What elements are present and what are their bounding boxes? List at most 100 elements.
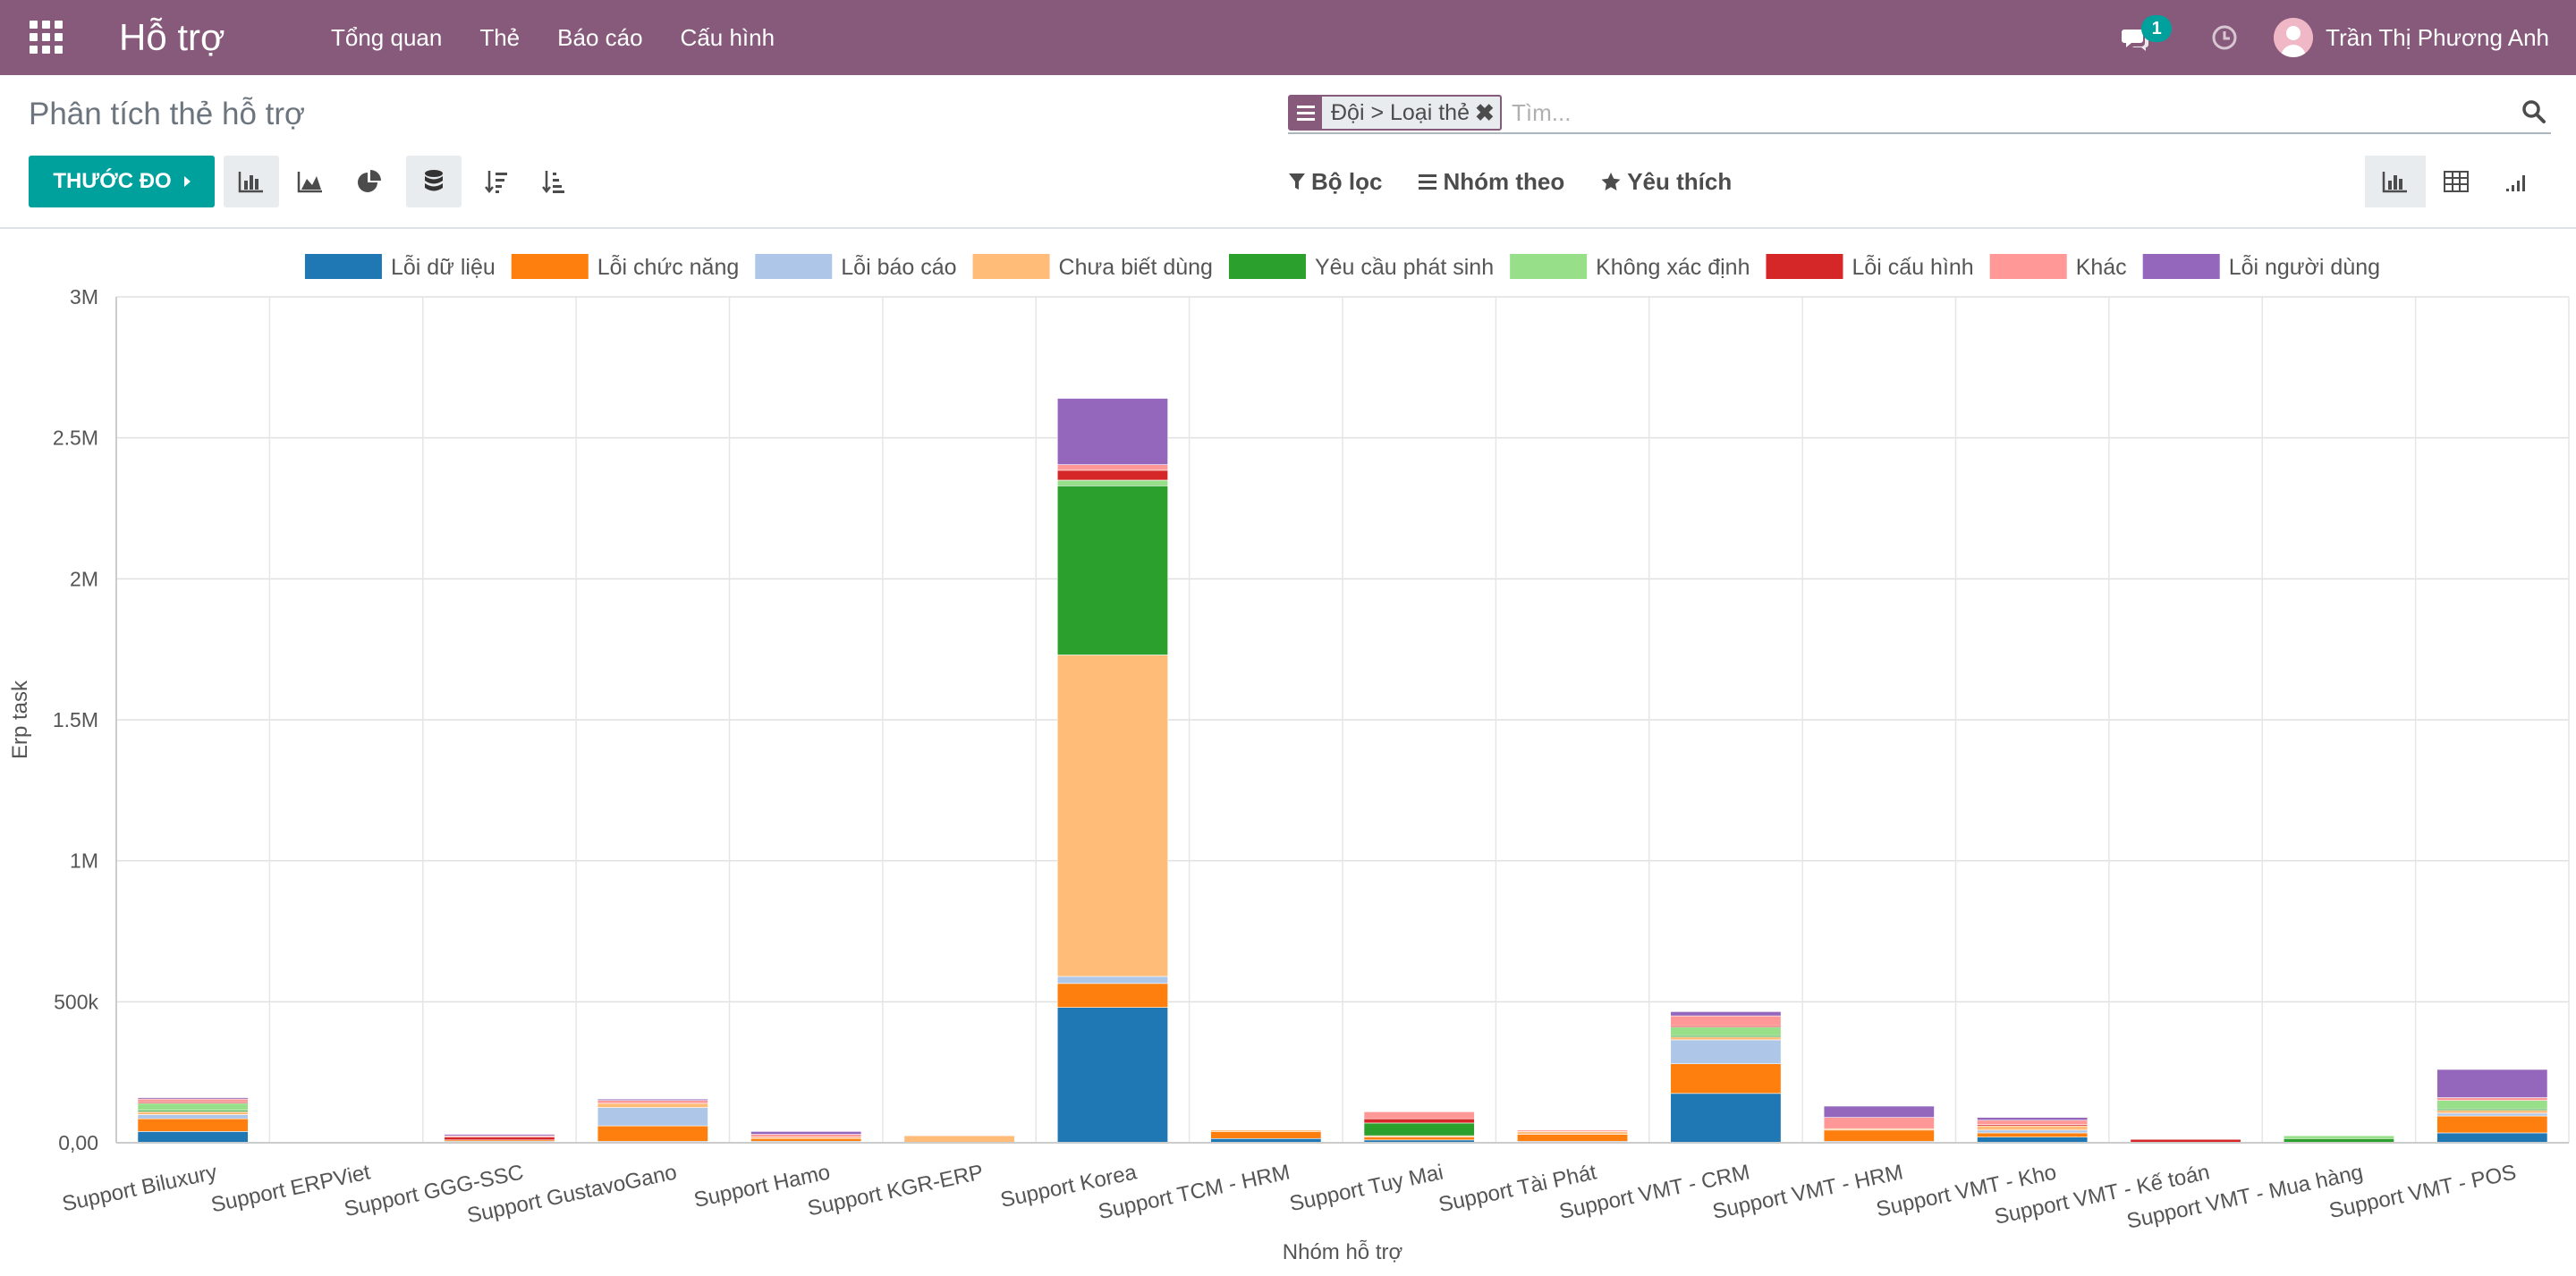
- bar-segment[interactable]: [1670, 1093, 1782, 1144]
- activity-clock-icon[interactable]: [2211, 24, 2238, 51]
- bar-segment[interactable]: [1670, 1027, 1782, 1036]
- bar-segment[interactable]: [2436, 1112, 2548, 1117]
- legend-item[interactable]: Yêu cầu phát sinh: [1228, 254, 1494, 280]
- bar-segment[interactable]: [444, 1134, 555, 1137]
- bar-segment[interactable]: [1670, 1011, 1782, 1017]
- bar-segment[interactable]: [597, 1125, 708, 1142]
- user-menu-name[interactable]: Trần Thị Phương Anh: [2326, 23, 2549, 51]
- bar-segment[interactable]: [2436, 1132, 2548, 1144]
- messaging-button[interactable]: 1: [2122, 15, 2173, 51]
- unread-count-badge: 1: [2141, 15, 2173, 42]
- bar-segment[interactable]: [1056, 976, 1168, 984]
- bar-segment[interactable]: [1056, 398, 1168, 465]
- line-chart-mode-button[interactable]: [283, 156, 338, 207]
- facet-remove-icon[interactable]: ✖: [1474, 98, 1495, 126]
- bar-segment[interactable]: [597, 1107, 708, 1127]
- sort-descending-button[interactable]: [469, 156, 524, 207]
- bar-chart-mode-button[interactable]: [224, 156, 279, 207]
- bar-segment[interactable]: [1670, 1039, 1782, 1065]
- bar-segment[interactable]: [1670, 1015, 1782, 1027]
- bar-segment[interactable]: [1363, 1111, 1475, 1120]
- legend-item[interactable]: Lỗi chức năng: [511, 254, 740, 280]
- search-bar: Đội > Loại thẻ ✖: [1288, 91, 2551, 134]
- bar-segment[interactable]: [1056, 655, 1168, 977]
- bar-segment[interactable]: [2436, 1069, 2548, 1098]
- bar-segment[interactable]: [1977, 1132, 2089, 1137]
- legend-item[interactable]: Lỗi người dùng: [2142, 254, 2380, 280]
- bar-segment[interactable]: [1056, 485, 1168, 655]
- legend-label: Yêu cầu phát sinh: [1315, 255, 1494, 280]
- bar-segment[interactable]: [2436, 1115, 2548, 1134]
- pie-chart-mode-button[interactable]: [342, 156, 397, 207]
- bar-segment[interactable]: [1363, 1122, 1475, 1137]
- legend-label: Lỗi dữ liệu: [391, 254, 496, 280]
- filters-dropdown[interactable]: Bộ lọc: [1288, 168, 1382, 196]
- menu-item-overview[interactable]: Tổng quan: [331, 23, 443, 51]
- bar-segment[interactable]: [1517, 1131, 1629, 1135]
- bar-segment[interactable]: [2436, 1100, 2548, 1110]
- search-icon[interactable]: [2521, 98, 2547, 125]
- legend-item[interactable]: Lỗi dữ liệu: [304, 254, 496, 280]
- bar-segment[interactable]: [137, 1114, 249, 1120]
- bar-segment[interactable]: [1056, 464, 1168, 471]
- bar-segment[interactable]: [1056, 983, 1168, 1008]
- bar-segment[interactable]: [137, 1098, 249, 1103]
- stacked-toggle-button[interactable]: [406, 156, 462, 207]
- menu-item-configuration[interactable]: Cấu hình: [680, 23, 775, 51]
- bar-segment[interactable]: [597, 1103, 708, 1108]
- bar-segment[interactable]: [1210, 1129, 1322, 1132]
- bar-segment[interactable]: [1977, 1120, 2089, 1125]
- bar-segment[interactable]: [1363, 1118, 1475, 1124]
- menu-item-tickets[interactable]: Thẻ: [479, 23, 521, 51]
- bar-segment[interactable]: [137, 1131, 249, 1144]
- bar-segment[interactable]: [1056, 1007, 1168, 1144]
- bar-segment[interactable]: [1210, 1131, 1322, 1139]
- menu-item-reports[interactable]: Báo cáo: [557, 23, 643, 51]
- bar-segment[interactable]: [1670, 1036, 1782, 1041]
- app-title[interactable]: Hỗ trợ: [119, 16, 225, 58]
- graph-view-button[interactable]: [2365, 156, 2426, 207]
- bar-segment[interactable]: [750, 1137, 862, 1142]
- bar-segment[interactable]: [1823, 1117, 1935, 1129]
- measures-dropdown-button[interactable]: THƯỚC ĐO: [29, 156, 215, 207]
- bar-segment[interactable]: [1517, 1134, 1629, 1142]
- legend-item[interactable]: Không xác định: [1510, 254, 1750, 280]
- bar-segment[interactable]: [903, 1135, 1015, 1144]
- search-facet-groupby[interactable]: Đội > Loại thẻ ✖: [1288, 95, 1502, 131]
- bar-segment[interactable]: [2436, 1097, 2548, 1102]
- cohort-view-button[interactable]: [2487, 156, 2547, 207]
- bar-segment[interactable]: [1977, 1125, 2089, 1131]
- bar-segment[interactable]: [1823, 1105, 1935, 1118]
- bar-segment[interactable]: [137, 1111, 249, 1115]
- user-avatar[interactable]: [2274, 18, 2314, 57]
- legend-item[interactable]: Lỗi báo cáo: [755, 254, 957, 280]
- bar-segment[interactable]: [2436, 1110, 2548, 1114]
- bar-segment[interactable]: [1670, 1063, 1782, 1094]
- bar-segment[interactable]: [1363, 1137, 1475, 1141]
- bar-segment[interactable]: [2283, 1135, 2394, 1139]
- legend-item[interactable]: Khác: [1989, 254, 2127, 280]
- bar-segment[interactable]: [137, 1118, 249, 1132]
- bar-segment[interactable]: [597, 1100, 708, 1104]
- sort-ascending-button[interactable]: [526, 156, 581, 207]
- bar-segment[interactable]: [1517, 1129, 1629, 1132]
- apps-menu-icon[interactable]: [29, 20, 63, 54]
- legend-item[interactable]: Chưa biết dùng: [972, 254, 1213, 280]
- search-input[interactable]: [1512, 95, 2478, 131]
- legend-item[interactable]: Lỗi cấu hình: [1766, 254, 1974, 280]
- bar-segment[interactable]: [1056, 469, 1168, 481]
- favorites-dropdown[interactable]: Yêu thích: [1600, 168, 1732, 196]
- bar-segment[interactable]: [137, 1097, 249, 1100]
- bar-segment[interactable]: [137, 1103, 249, 1111]
- bar-segment[interactable]: [444, 1137, 555, 1141]
- bar-segment[interactable]: [750, 1134, 862, 1137]
- bar-segment[interactable]: [750, 1131, 862, 1135]
- bar-segment[interactable]: [1977, 1129, 2089, 1134]
- bar-segment[interactable]: [1823, 1129, 1935, 1142]
- pivot-view-button[interactable]: [2426, 156, 2487, 207]
- bar-segment[interactable]: [1977, 1117, 2089, 1121]
- bar-segment[interactable]: [1056, 479, 1168, 486]
- groupby-dropdown[interactable]: Nhóm theo: [1418, 168, 1564, 196]
- bar-segment[interactable]: [597, 1098, 708, 1102]
- legend-label: Lỗi người dùng: [2229, 254, 2380, 280]
